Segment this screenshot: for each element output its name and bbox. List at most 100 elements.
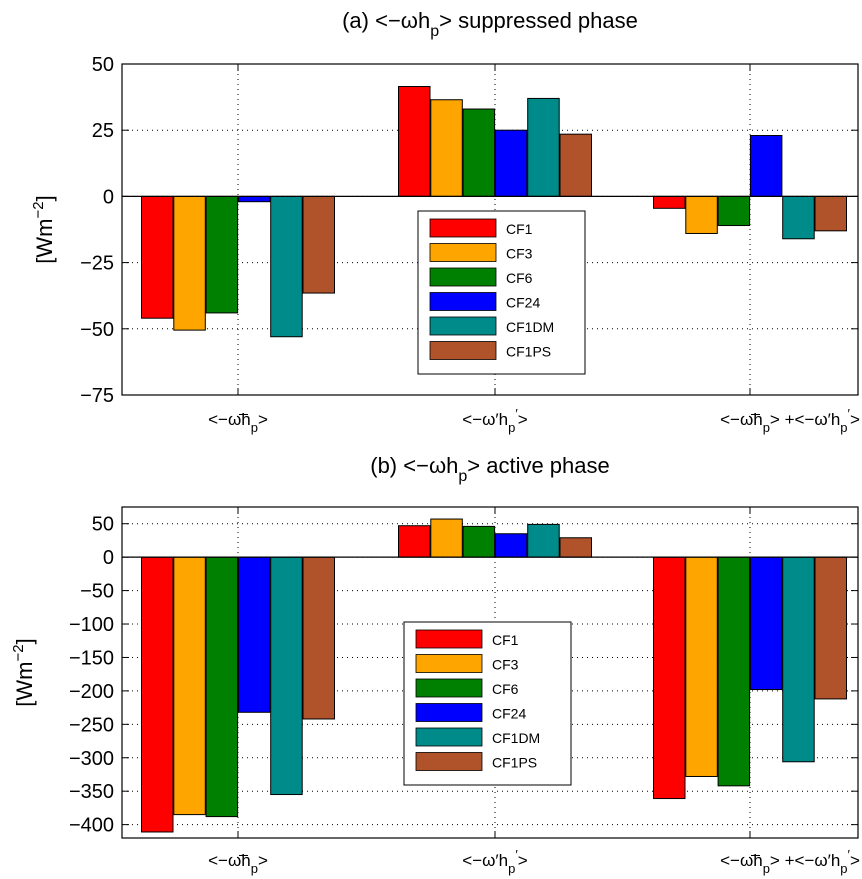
title-text-rest: > active phase (467, 453, 609, 478)
bar-cf1ps (559, 133, 592, 197)
bar-cf24 (237, 556, 271, 713)
bar-cf6 (717, 195, 751, 227)
cat-pre: <− (720, 851, 740, 870)
y-axis-label-superscript: −2 (10, 644, 27, 661)
legend-swatch-cf24 (415, 703, 483, 722)
y-tick-label: −50 (80, 581, 114, 603)
cat-pre: <− (720, 410, 740, 429)
bar-cf3 (430, 99, 463, 197)
y-axis-label-end: ] (12, 638, 37, 644)
cat-subscript: p (508, 420, 515, 435)
y-axis-label-text: [Wm (32, 219, 57, 264)
legend-swatch-cf24 (429, 292, 497, 311)
category-label: <−ω̄h̄p> (208, 410, 268, 435)
legend-swatch-cf1ps (415, 752, 483, 771)
cat-subscript-2: p (840, 420, 847, 435)
legend-label-cf6: CF6 (492, 681, 519, 697)
legend-label-cf1dm: CF1DM (492, 730, 540, 746)
bar-cf24 (749, 556, 783, 691)
y-tick-label: −100 (69, 614, 114, 636)
panel-a: (a) <−ωhp> suppressed phase−75−50−250255… (30, 8, 860, 435)
y-axis-label-superscript: −2 (30, 201, 47, 218)
legend-label-cf6: CF6 (506, 270, 533, 286)
title-text: (b) <−ωh (370, 453, 458, 478)
category-label: <−ω′hp′> (462, 406, 527, 435)
title-text: (a) <−ωh (342, 8, 430, 33)
bar-cf1ps (559, 537, 592, 558)
bar-cf24 (494, 533, 528, 558)
cat-post: > (518, 410, 528, 429)
bar-cf1 (141, 195, 174, 319)
bar-cf3 (173, 195, 206, 331)
cat-post-2: > (850, 851, 860, 870)
legend: CF1 CF3 CF6 CF24 CF1DM CF1PS (403, 621, 572, 786)
bar-cf1ps (302, 556, 335, 720)
bar-cf1 (141, 556, 174, 833)
cat-symbol: ω̄h̄ (228, 851, 251, 870)
cat-subscript: p (508, 861, 515, 876)
cat-post: > (258, 851, 268, 870)
y-tick-label: −250 (69, 714, 114, 736)
cat-superscript: ′ (515, 406, 518, 421)
y-tick-label: −350 (69, 781, 114, 803)
legend-label-cf1ps: CF1PS (506, 344, 551, 360)
bar-cf6 (462, 525, 496, 558)
bar-cf1dm (527, 97, 560, 197)
category-label: <−ω̄h̄p> (208, 851, 268, 876)
legend-swatch-cf1 (429, 218, 497, 238)
y-tick-label: 25 (92, 120, 114, 142)
cat-symbol-2: ω′h (814, 851, 840, 870)
category-label: <−ω̄h̄p> +<−ω′hp′> (720, 847, 860, 876)
cat-symbol-2: ω′h (814, 410, 840, 429)
axes-frame (121, 63, 859, 396)
cat-post: > (518, 851, 528, 870)
legend-swatch-cf6 (415, 678, 483, 698)
cat-subscript-2: p (840, 861, 847, 876)
y-tick-label: −300 (69, 748, 114, 770)
bar-cf24 (494, 129, 528, 197)
cat-symbol: ω̄h̄ (740, 410, 763, 429)
legend: CF1 CF3 CF6 CF24 CF1DM CF1PS (417, 210, 586, 375)
y-axis-label-text: [Wm (12, 662, 37, 707)
cat-pre: <− (208, 851, 228, 870)
legend-swatch-cf3 (429, 243, 497, 262)
bar-cf24 (749, 134, 783, 197)
y-tick-label: −200 (69, 681, 114, 703)
bar-cf3 (685, 195, 718, 234)
bar-cf1 (398, 86, 431, 197)
cat-pre: <− (462, 851, 482, 870)
bar-cf1dm (782, 195, 815, 240)
legend-swatch-cf1ps (429, 341, 497, 360)
y-tick-label: 50 (92, 54, 114, 76)
bar-cf1 (398, 525, 431, 558)
cat-post: > (258, 410, 268, 429)
cat-pre: <− (208, 410, 228, 429)
y-tick-label: −150 (69, 647, 114, 669)
bar-cf1 (653, 556, 686, 800)
bar-cf3 (685, 556, 718, 777)
cat-symbol: ω′h (482, 851, 508, 870)
bar-cf1ps (814, 195, 847, 232)
legend-swatch-cf6 (429, 267, 497, 287)
cat-pre-2: +<− (780, 410, 815, 429)
legend-label-cf3: CF3 (506, 246, 533, 262)
legend-label-cf24: CF24 (492, 706, 526, 722)
bar-cf6 (462, 108, 496, 197)
bar-cf1ps (302, 195, 335, 294)
legend-label-cf1: CF1 (492, 632, 519, 648)
cat-superscript-2: ′ (848, 847, 851, 862)
legend-swatch-cf1 (415, 629, 483, 649)
legend-label-cf1ps: CF1PS (492, 755, 537, 771)
cat-superscript-2: ′ (848, 406, 851, 421)
y-tick-label: 0 (103, 547, 114, 569)
legend-label-cf24: CF24 (506, 295, 540, 311)
title-subscript: p (458, 468, 467, 485)
y-tick-label: −400 (69, 815, 114, 837)
cat-post: > (770, 851, 780, 870)
category-label: <−ω′hp′> (462, 847, 527, 876)
y-tick-label: −75 (80, 385, 114, 407)
cat-subscript: p (763, 420, 770, 435)
category-label: <−ω̄h̄p> +<−ω′hp′> (720, 406, 860, 435)
bar-cf1dm (270, 556, 303, 796)
